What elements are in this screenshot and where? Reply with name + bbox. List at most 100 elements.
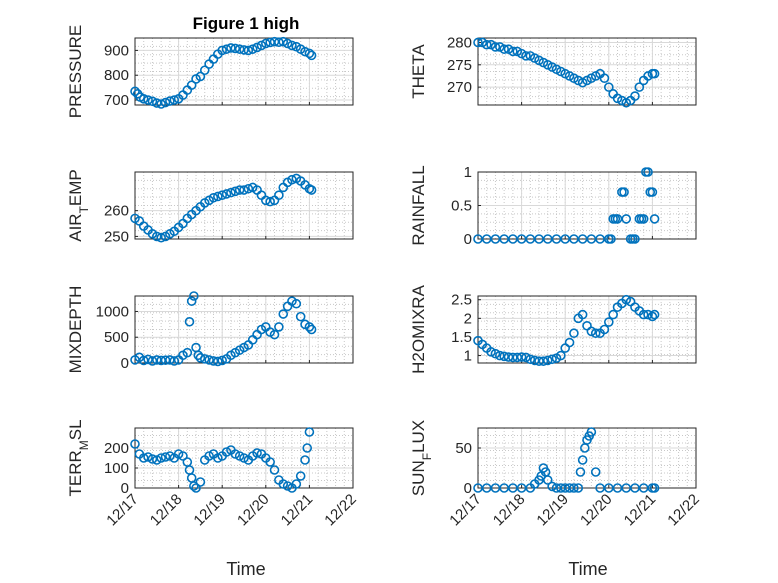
data-point xyxy=(147,454,158,464)
data-point xyxy=(243,45,254,56)
data-point xyxy=(586,427,597,437)
data-point xyxy=(295,471,306,481)
data-point xyxy=(649,483,660,493)
y-tick-label: 0 xyxy=(121,355,129,372)
subplot-mixdepth: 0 500 1000 MIXDEPTH xyxy=(66,286,354,374)
data-point xyxy=(603,317,614,327)
y-axis-label: TERRMSL xyxy=(66,419,91,496)
data-point xyxy=(649,68,660,79)
data-point xyxy=(295,311,306,322)
data-point xyxy=(269,329,280,340)
data-point xyxy=(147,96,158,107)
data-point xyxy=(156,99,166,109)
data-point xyxy=(195,353,206,363)
data-point xyxy=(542,355,553,366)
y-tick-label: 250 xyxy=(104,228,129,245)
data-point xyxy=(256,190,267,200)
data-point xyxy=(184,316,195,327)
x-tick-label: 12/18 xyxy=(490,491,529,530)
data-point xyxy=(234,44,245,54)
data-point xyxy=(643,167,653,177)
subplot-h2omixra: 1 1.5 22.5 H2OMIXRA xyxy=(409,284,697,374)
data-point xyxy=(481,39,492,50)
y-tick-label: 270 xyxy=(447,79,472,96)
x-tick-label: 12/18 xyxy=(147,491,186,530)
data-point xyxy=(265,457,275,467)
subplot-pressure: 700 800 900 PRESSURE xyxy=(66,25,354,118)
y-tick-label: 50 xyxy=(455,440,472,457)
y-tick-label: 0 xyxy=(121,480,129,497)
data-point xyxy=(542,475,553,485)
y-tick-label: 1000 xyxy=(96,303,129,320)
data-point xyxy=(213,356,223,367)
y-tick-label: 200 xyxy=(104,440,129,457)
x-tick-label: 12/21 xyxy=(278,491,317,530)
data-point xyxy=(274,190,284,200)
y-tick-label: 100 xyxy=(104,460,129,477)
data-point xyxy=(608,309,618,320)
x-tick-label: 12/19 xyxy=(190,491,229,530)
data-point xyxy=(630,91,640,101)
data-point xyxy=(130,86,140,97)
data-point xyxy=(564,337,575,348)
data-point xyxy=(547,481,557,492)
data-point xyxy=(473,37,483,48)
y-tick-label: 275 xyxy=(447,57,472,74)
data-point xyxy=(306,50,317,61)
x-tick-label: 12/22 xyxy=(321,491,360,530)
data-point xyxy=(138,93,149,104)
data-point xyxy=(521,352,531,363)
data-point xyxy=(213,191,223,202)
subplot-theta: 270 275 280 THETA xyxy=(409,34,697,108)
data-point xyxy=(291,479,302,489)
x-tick-label: 12/21 xyxy=(621,491,660,530)
data-point xyxy=(230,186,241,197)
data-point xyxy=(221,189,232,199)
data-point xyxy=(304,48,315,59)
x-axis-label-right: Time xyxy=(568,559,607,579)
y-tick-label: 1 xyxy=(464,348,472,365)
data-point xyxy=(160,452,171,462)
y-tick-label: 280 xyxy=(447,34,472,51)
data-point xyxy=(143,95,153,105)
data-point xyxy=(156,232,166,243)
figure-title: Figure 1 high xyxy=(193,14,300,33)
data-point xyxy=(282,301,293,312)
data-point xyxy=(634,82,645,92)
y-axis-label: H2OMIXRA xyxy=(409,284,428,373)
data-point xyxy=(508,46,518,57)
y-axis-label: MIXDEPTH xyxy=(66,286,85,374)
data-point xyxy=(577,309,588,320)
axes-frame xyxy=(477,37,697,106)
data-point xyxy=(195,71,206,82)
data-point xyxy=(156,453,166,463)
data-point xyxy=(247,44,258,54)
data-point xyxy=(278,309,289,319)
y-axis-label: AIRTEMP xyxy=(66,169,91,242)
data-point xyxy=(621,294,632,305)
data-point xyxy=(619,187,629,197)
data-point xyxy=(217,45,227,56)
data-point xyxy=(226,43,236,53)
x-tick-label: 12/22 xyxy=(664,491,703,530)
data-point xyxy=(638,309,649,320)
data-point xyxy=(239,185,249,195)
x-tick-label: 12/19 xyxy=(533,491,572,530)
data-point xyxy=(590,467,601,477)
subplot-rainfall: 0 0.5 1 RAINFALL xyxy=(409,164,697,248)
data-point xyxy=(287,40,297,51)
data-point xyxy=(577,455,588,465)
data-point xyxy=(217,190,227,200)
data-point xyxy=(569,328,579,339)
data-point xyxy=(182,347,193,358)
data-point xyxy=(217,355,227,366)
data-point xyxy=(547,354,557,365)
data-point xyxy=(130,439,140,449)
data-point xyxy=(490,42,501,52)
data-point xyxy=(230,43,241,54)
x-axis-label-left: Time xyxy=(226,559,265,579)
data-point xyxy=(490,348,501,359)
